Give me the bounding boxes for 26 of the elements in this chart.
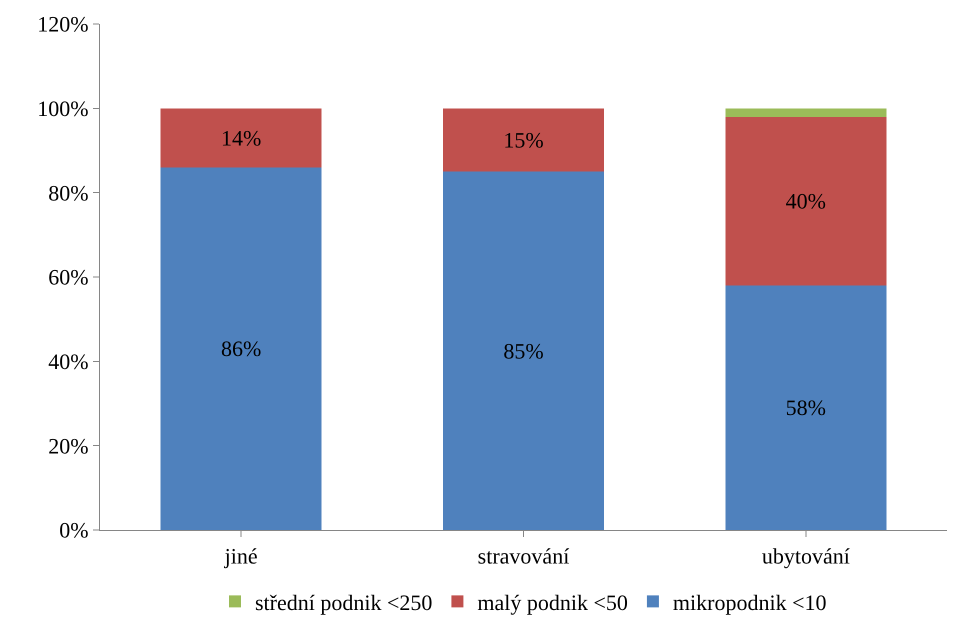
bar bbox=[443, 108, 604, 172]
data-label: 85% bbox=[503, 338, 544, 364]
y-tick-label: 80% bbox=[48, 180, 89, 206]
bar bbox=[443, 172, 604, 530]
bar bbox=[725, 108, 886, 117]
y-tick-label: 0% bbox=[59, 518, 89, 543]
y-tick-label: 20% bbox=[48, 433, 89, 458]
y-tick-label: 40% bbox=[48, 349, 89, 374]
legend-label: střední podnik <250 bbox=[255, 590, 432, 615]
data-label: 86% bbox=[221, 336, 262, 362]
legend-label: mikropodnik <10 bbox=[672, 590, 826, 615]
y-tick-label: 60% bbox=[48, 264, 89, 290]
bar bbox=[160, 167, 322, 530]
bar bbox=[160, 108, 322, 168]
data-label: 58% bbox=[786, 395, 826, 420]
x-tick-label: stravování bbox=[478, 543, 570, 568]
y-tick-label: 100% bbox=[37, 96, 89, 122]
legend-label: malý podnik <50 bbox=[477, 590, 628, 615]
data-label: 15% bbox=[503, 127, 544, 152]
x-tick-label: ubytování bbox=[762, 543, 850, 568]
y-tick-label: 120% bbox=[37, 12, 89, 37]
bar bbox=[725, 285, 886, 530]
data-label: 14% bbox=[221, 125, 262, 150]
data-label: 40% bbox=[786, 188, 826, 214]
x-tick-label: jiné bbox=[224, 543, 258, 568]
bar bbox=[725, 116, 886, 286]
